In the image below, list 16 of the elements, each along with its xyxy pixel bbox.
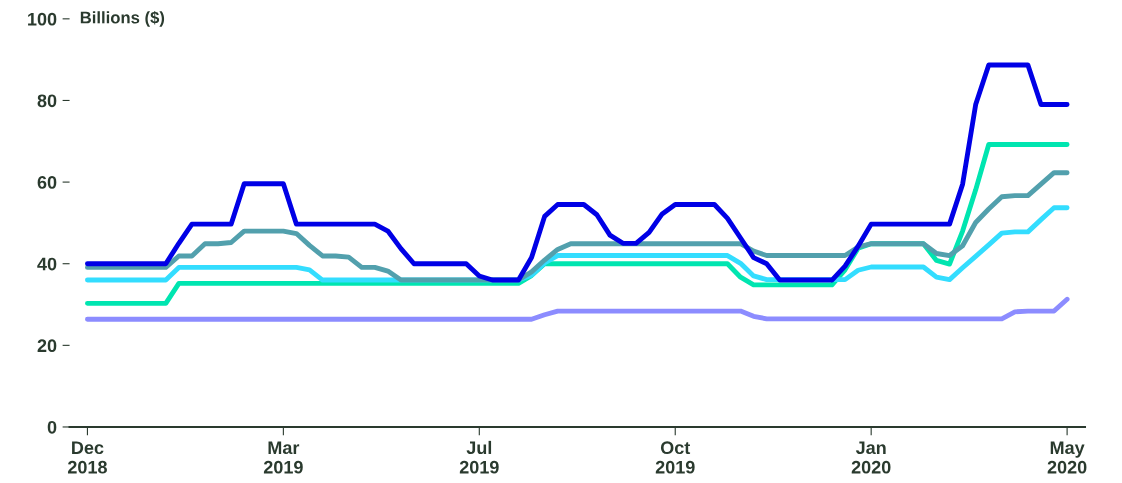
- y-tick-label: 100: [28, 12, 57, 26]
- line-series: [85, 170, 1070, 283]
- line-series: [85, 296, 1070, 322]
- line-series: [85, 62, 1070, 283]
- y-tick-label: 40: [37, 257, 57, 271]
- x-tick-label: Jan 2020: [851, 441, 891, 474]
- y-tick-label: 60: [37, 176, 57, 189]
- y-tick-label: 20: [37, 339, 57, 353]
- y-tick-label: 0: [47, 420, 57, 434]
- y-tick-label: 80: [37, 94, 57, 108]
- x-tick-label: Dec 2018: [67, 441, 107, 474]
- x-tick-label: May 2020: [1047, 441, 1087, 474]
- x-tick-label: Mar 2019: [263, 441, 303, 474]
- x-tick-label: Jul 2019: [459, 440, 499, 474]
- x-tick-label: Oct 2019: [655, 441, 695, 474]
- y-axis-title: Billions ($): [80, 10, 165, 27]
